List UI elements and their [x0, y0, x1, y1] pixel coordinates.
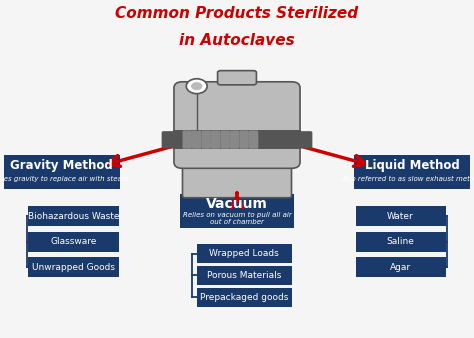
FancyBboxPatch shape [28, 206, 118, 226]
FancyBboxPatch shape [192, 130, 201, 149]
Text: Common Products Sterilized: Common Products Sterilized [116, 6, 358, 21]
Circle shape [186, 79, 207, 94]
Text: Gravity Method: Gravity Method [10, 159, 113, 172]
Text: Prepackaged goods: Prepackaged goods [200, 293, 288, 302]
FancyBboxPatch shape [354, 155, 470, 189]
FancyBboxPatch shape [182, 134, 292, 198]
FancyBboxPatch shape [180, 194, 294, 228]
Text: Water: Water [387, 212, 414, 221]
FancyBboxPatch shape [230, 130, 239, 149]
Text: Glassware: Glassware [50, 237, 97, 246]
FancyBboxPatch shape [174, 82, 300, 168]
Text: Relies on vacuum to pull all air
out of chamber: Relies on vacuum to pull all air out of … [182, 212, 292, 224]
FancyBboxPatch shape [356, 257, 446, 277]
Text: Vacuum: Vacuum [206, 197, 268, 212]
FancyBboxPatch shape [218, 71, 256, 85]
FancyBboxPatch shape [356, 206, 446, 226]
FancyBboxPatch shape [356, 232, 446, 252]
FancyBboxPatch shape [197, 244, 292, 263]
FancyBboxPatch shape [297, 131, 312, 148]
FancyBboxPatch shape [249, 130, 258, 149]
Text: Porous Materials: Porous Materials [207, 271, 281, 280]
Text: Also referred to as slow exhaust method: Also referred to as slow exhaust method [341, 176, 474, 182]
FancyBboxPatch shape [197, 288, 292, 307]
FancyBboxPatch shape [182, 130, 192, 149]
Text: Agar: Agar [390, 263, 411, 271]
Text: Wrapped Loads: Wrapped Loads [209, 249, 279, 258]
Text: Uses gravity to replace air with steam: Uses gravity to replace air with steam [0, 176, 128, 182]
FancyBboxPatch shape [162, 131, 177, 148]
FancyBboxPatch shape [28, 232, 118, 252]
FancyBboxPatch shape [197, 266, 292, 285]
Text: Unwrapped Goods: Unwrapped Goods [32, 263, 115, 271]
FancyBboxPatch shape [239, 130, 249, 149]
FancyBboxPatch shape [173, 130, 301, 149]
Text: Liquid Method: Liquid Method [365, 159, 460, 172]
FancyBboxPatch shape [211, 130, 220, 149]
FancyBboxPatch shape [201, 130, 211, 149]
Text: Biohazardous Waste: Biohazardous Waste [27, 212, 119, 221]
FancyBboxPatch shape [4, 155, 119, 189]
Circle shape [191, 82, 202, 90]
FancyBboxPatch shape [28, 257, 118, 277]
Text: in Autoclaves: in Autoclaves [179, 33, 295, 48]
Text: Saline: Saline [387, 237, 414, 246]
FancyBboxPatch shape [220, 130, 230, 149]
